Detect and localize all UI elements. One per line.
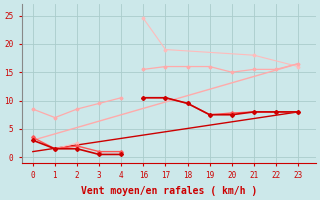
X-axis label: Vent moyen/en rafales ( km/h ): Vent moyen/en rafales ( km/h ) — [81, 186, 257, 196]
